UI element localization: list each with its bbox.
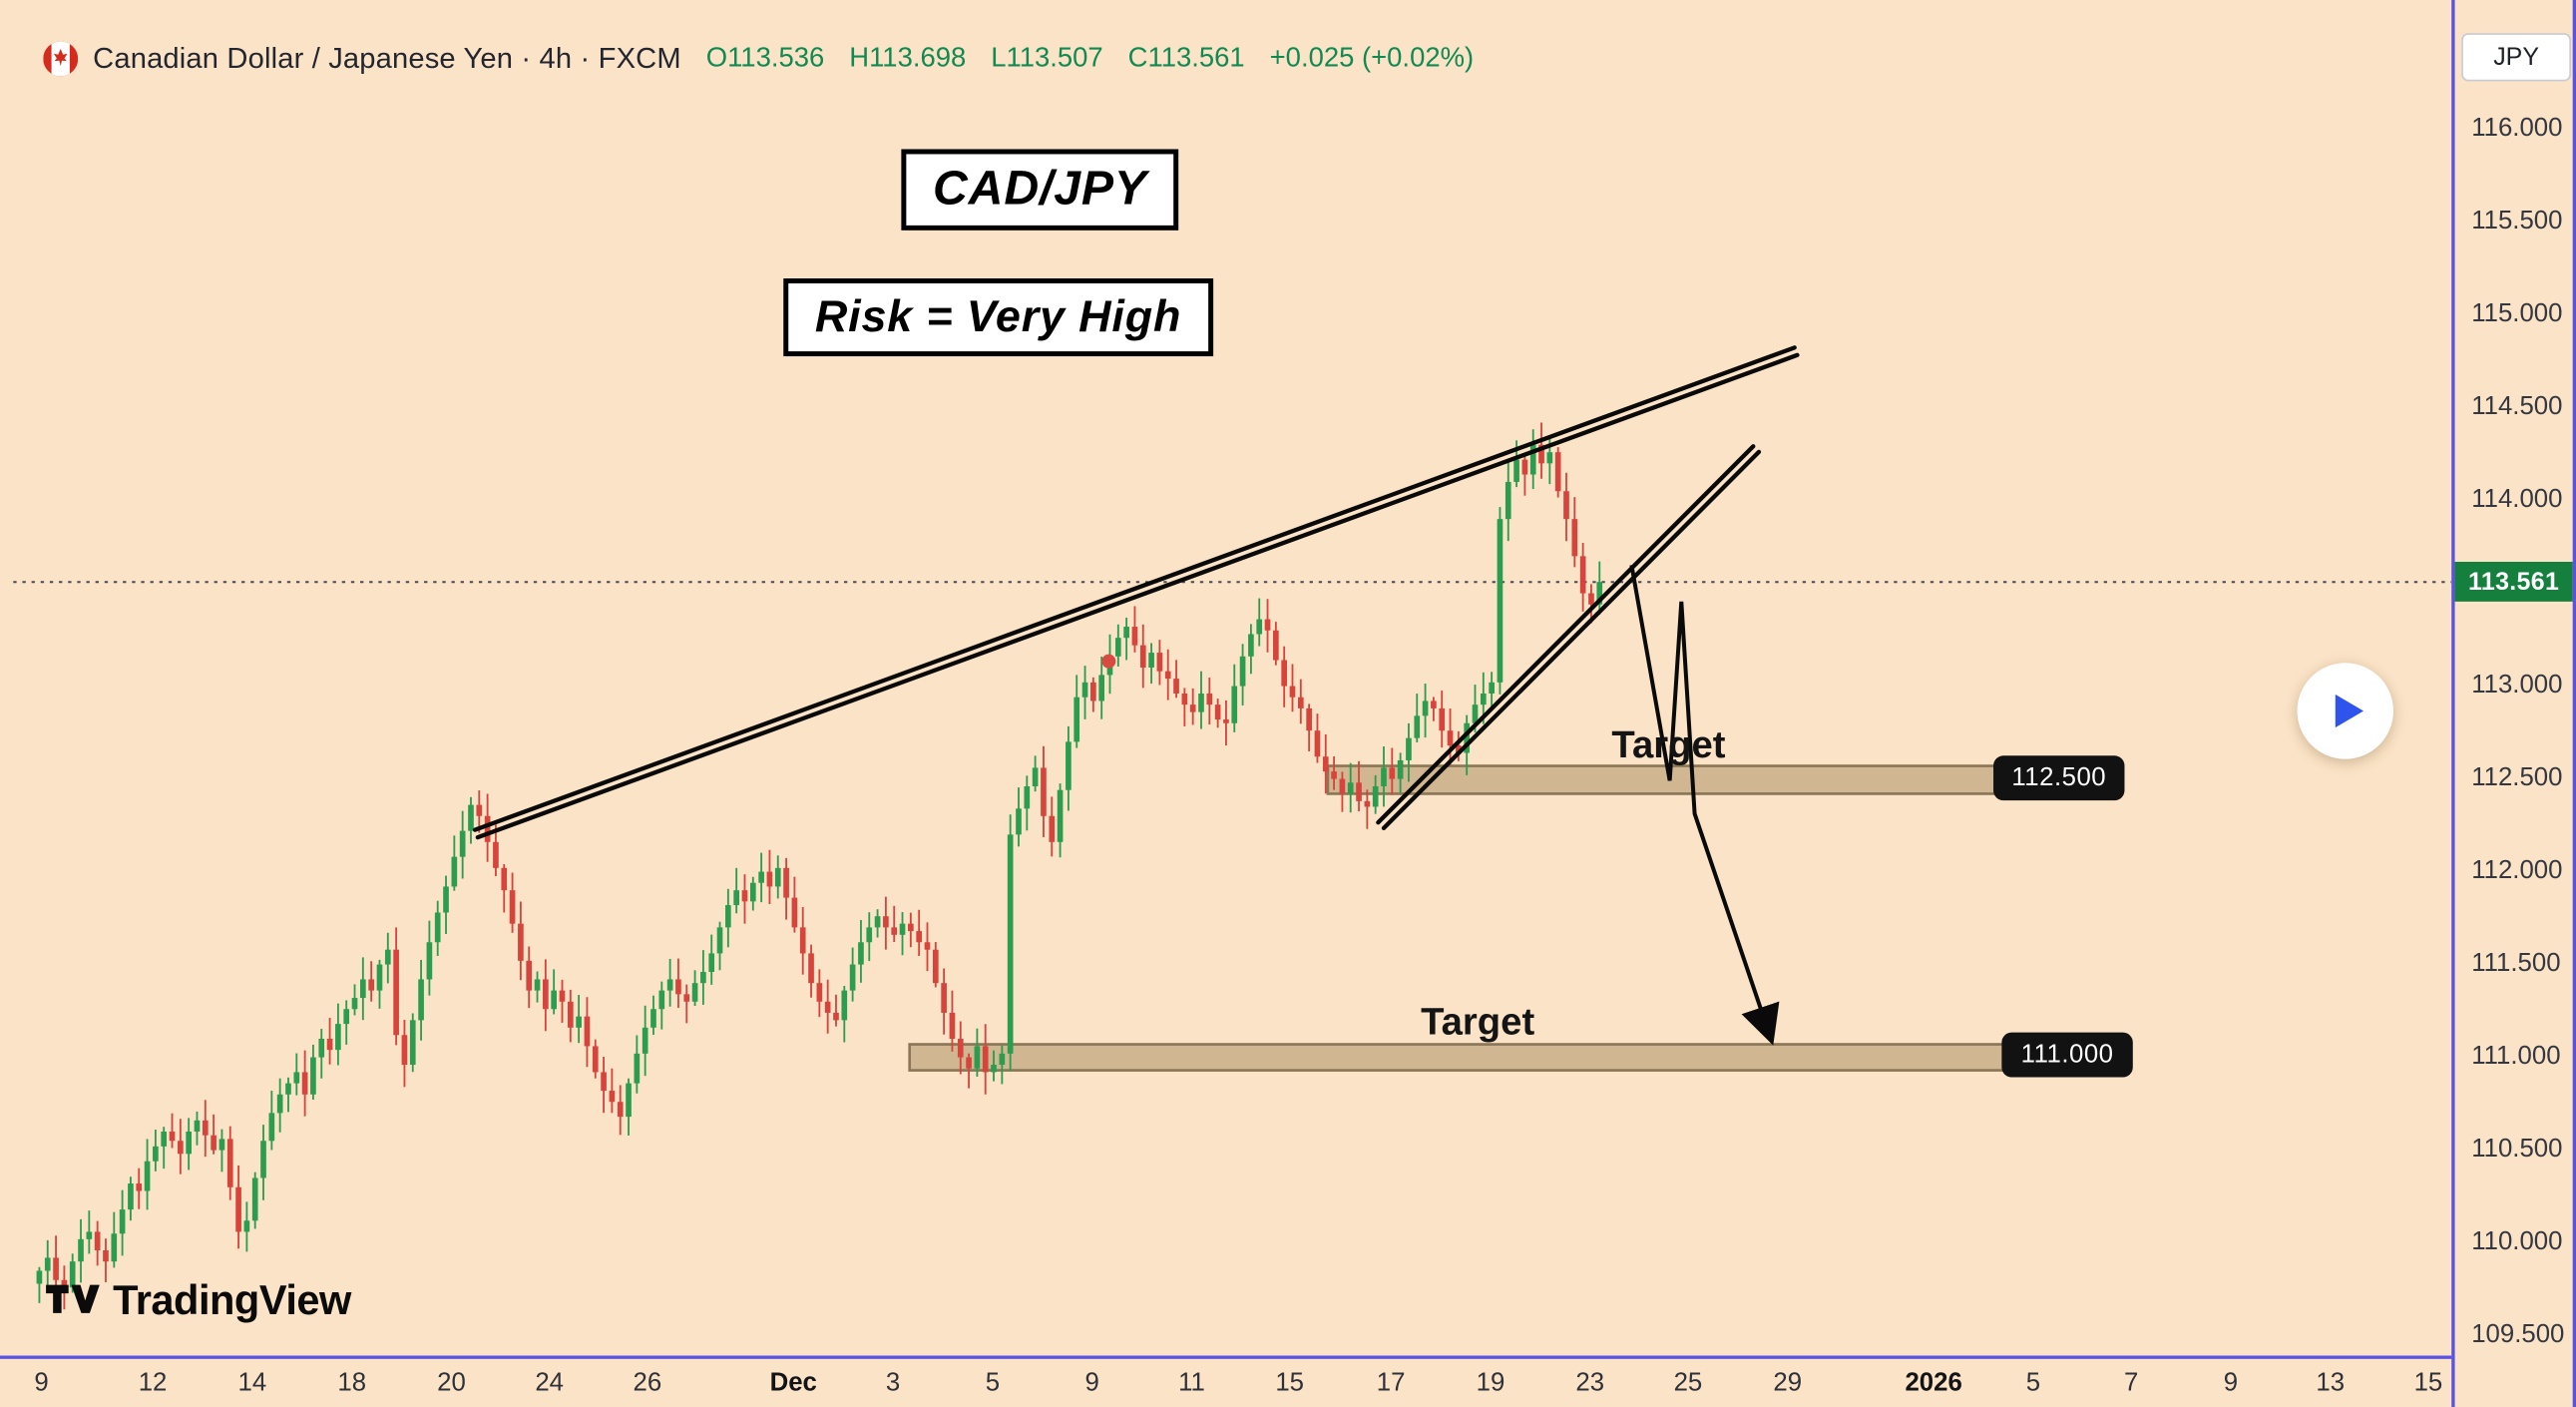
symbol-header: Canadian Dollar / Japanese Yen · 4h · FX… xyxy=(43,35,1474,82)
time-tick: 5 xyxy=(985,1368,1001,1398)
candlestick-series xyxy=(36,422,1603,1310)
time-tick: 24 xyxy=(535,1368,565,1398)
price-tick: 112.500 xyxy=(2471,763,2563,792)
current-price-badge: 113.561 xyxy=(2454,562,2573,603)
time-tick: 20 xyxy=(437,1368,466,1398)
canada-flag-icon xyxy=(43,40,79,76)
time-tick: 26 xyxy=(633,1368,662,1398)
play-button[interactable] xyxy=(2297,663,2393,759)
projection-arrow-drawing[interactable] xyxy=(1629,564,1780,1046)
price-tick: 110.000 xyxy=(2471,1227,2563,1256)
chart-canvas[interactable] xyxy=(0,0,2452,1356)
time-tick: Dec xyxy=(769,1368,817,1398)
time-tick: 9 xyxy=(2223,1368,2239,1398)
time-tick: 18 xyxy=(337,1368,367,1398)
time-tick: 11 xyxy=(1178,1368,1205,1398)
target-upper-label[interactable]: Target xyxy=(1611,722,1726,766)
price-marker-dot[interactable] xyxy=(1101,654,1116,669)
target-zones[interactable] xyxy=(908,764,2010,1072)
time-tick: 15 xyxy=(1275,1368,1305,1398)
play-icon xyxy=(2335,694,2364,728)
zone-price-badge-upper: 112.500 xyxy=(1993,755,2125,801)
time-tick: 13 xyxy=(2316,1368,2346,1398)
time-tick: 5 xyxy=(2025,1368,2041,1398)
price-tick: 112.000 xyxy=(2471,856,2563,885)
price-tick: 109.500 xyxy=(2471,1320,2565,1349)
time-tick: 3 xyxy=(885,1368,901,1398)
time-scale[interactable]: 9 12 14 18 20 24 26 Dec 3 5 9 11 15 17 19 23 25 29 2026 5 7 9… xyxy=(0,1355,2576,1407)
time-tick: 25 xyxy=(1673,1368,1703,1398)
symbol-text-drawing[interactable]: CAD/JPY xyxy=(901,149,1179,231)
price-tick: 115.000 xyxy=(2471,299,2563,328)
tradingview-logo-text: TradingView xyxy=(113,1277,351,1324)
time-tick: 9 xyxy=(34,1368,49,1398)
time-tick: 7 xyxy=(2123,1368,2139,1398)
trendline-drawings[interactable] xyxy=(472,345,1800,840)
price-tick: 113.000 xyxy=(2471,671,2563,700)
ohlc-high: H113.698 xyxy=(849,42,967,73)
tradingview-logo[interactable]: TradingView xyxy=(43,1276,351,1327)
price-tick: 111.500 xyxy=(2471,949,2561,978)
risk-text-drawing[interactable]: Risk = Very High xyxy=(783,278,1213,357)
target-lower-label[interactable]: Target xyxy=(1421,999,1535,1043)
time-tick: 23 xyxy=(1575,1368,1605,1398)
zone-price-badge-lower: 111.000 xyxy=(2001,1032,2133,1078)
time-tick: 15 xyxy=(2413,1368,2443,1398)
time-tick: 17 xyxy=(1376,1368,1406,1398)
ohlc-close: C113.561 xyxy=(1127,42,1245,73)
time-tick: 19 xyxy=(1476,1368,1505,1398)
price-tick: 111.000 xyxy=(2471,1042,2561,1071)
price-tick: 114.500 xyxy=(2471,392,2563,421)
symbol-title[interactable]: Canadian Dollar / Japanese Yen · 4h · FX… xyxy=(93,40,681,74)
price-scale[interactable]: JPY 116.000 115.500 115.000 114.500 114.000 1… xyxy=(2451,0,2576,1407)
price-change: +0.025 (+0.02%) xyxy=(1269,42,1475,73)
time-tick: 14 xyxy=(237,1368,267,1398)
time-tick: 2026 xyxy=(1905,1368,1962,1398)
price-tick: 114.000 xyxy=(2471,485,2563,514)
time-tick: 9 xyxy=(1084,1368,1099,1398)
time-tick: 29 xyxy=(1773,1368,1803,1398)
tradingview-logo-icon xyxy=(43,1276,100,1327)
ohlc-low: L113.507 xyxy=(991,42,1103,73)
price-tick: 116.000 xyxy=(2471,114,2563,143)
time-tick: 12 xyxy=(138,1368,168,1398)
price-tick: 110.500 xyxy=(2471,1135,2563,1164)
currency-toggle[interactable]: JPY xyxy=(2461,33,2572,82)
ohlc-open: O113.536 xyxy=(705,42,825,73)
price-tick: 115.500 xyxy=(2471,207,2563,235)
